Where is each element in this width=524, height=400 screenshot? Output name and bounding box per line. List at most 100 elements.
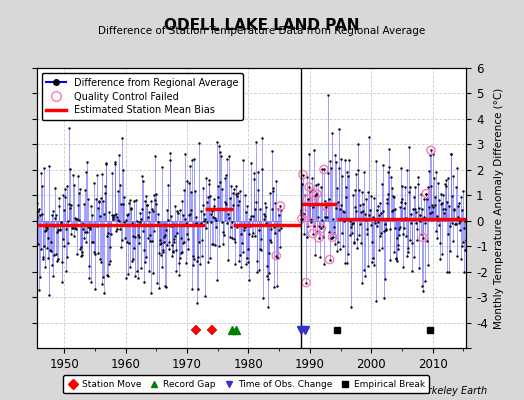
Point bbox=[56, 226, 64, 232]
Point bbox=[149, 270, 158, 276]
Point bbox=[51, 212, 60, 219]
Point bbox=[83, 228, 92, 235]
Point bbox=[315, 222, 323, 229]
Point bbox=[88, 203, 96, 209]
Point bbox=[261, 219, 270, 226]
Point bbox=[251, 233, 259, 239]
Point bbox=[233, 192, 242, 199]
Point bbox=[321, 198, 329, 204]
Point bbox=[77, 244, 85, 251]
Point bbox=[440, 210, 449, 216]
Point bbox=[390, 248, 398, 255]
Point bbox=[82, 238, 91, 245]
Point bbox=[215, 143, 223, 149]
Point bbox=[89, 212, 97, 218]
Point bbox=[145, 267, 153, 274]
Point bbox=[201, 292, 209, 299]
Point bbox=[117, 135, 126, 141]
Point bbox=[195, 238, 204, 245]
Point bbox=[220, 232, 228, 238]
Point bbox=[382, 226, 390, 232]
Point bbox=[241, 192, 249, 198]
Point bbox=[47, 212, 56, 218]
Point bbox=[301, 192, 310, 198]
Point bbox=[62, 268, 71, 274]
Point bbox=[435, 240, 444, 246]
Point bbox=[210, 203, 218, 209]
Point bbox=[143, 202, 151, 208]
Point bbox=[265, 250, 274, 257]
Point bbox=[357, 209, 365, 215]
Point bbox=[447, 151, 455, 158]
Point bbox=[83, 159, 91, 165]
Point bbox=[462, 237, 470, 243]
Point bbox=[347, 304, 355, 310]
Point bbox=[272, 252, 280, 259]
Point bbox=[176, 255, 184, 262]
Point bbox=[407, 211, 415, 217]
Point bbox=[137, 206, 146, 212]
Point bbox=[146, 231, 155, 238]
Point bbox=[275, 212, 283, 218]
Point bbox=[412, 208, 420, 215]
Point bbox=[72, 216, 81, 222]
Point bbox=[224, 215, 233, 221]
Point bbox=[70, 215, 79, 222]
Point bbox=[71, 224, 79, 231]
Point bbox=[36, 274, 45, 280]
Point bbox=[104, 273, 113, 280]
Point bbox=[364, 263, 373, 270]
Point bbox=[156, 236, 164, 243]
Point bbox=[118, 237, 126, 243]
Point bbox=[446, 151, 455, 158]
Point bbox=[225, 153, 233, 160]
Point bbox=[362, 196, 370, 202]
Point bbox=[446, 222, 454, 229]
Point bbox=[231, 239, 239, 245]
Point bbox=[456, 256, 465, 263]
Point bbox=[302, 279, 310, 286]
Point bbox=[54, 227, 62, 233]
Point bbox=[76, 246, 84, 252]
Point bbox=[310, 146, 319, 153]
Point bbox=[105, 209, 113, 215]
Point bbox=[433, 216, 442, 223]
Point bbox=[274, 255, 282, 261]
Point bbox=[424, 261, 432, 268]
Point bbox=[155, 285, 163, 291]
Point bbox=[408, 268, 416, 274]
Point bbox=[79, 226, 88, 232]
Point bbox=[62, 226, 70, 232]
Point bbox=[398, 183, 406, 190]
Point bbox=[250, 170, 258, 176]
Point bbox=[232, 183, 241, 189]
Y-axis label: Monthly Temperature Anomaly Difference (°C): Monthly Temperature Anomaly Difference (… bbox=[494, 87, 504, 329]
Point bbox=[416, 218, 424, 224]
Point bbox=[268, 148, 276, 154]
Point bbox=[416, 212, 424, 219]
Point bbox=[125, 200, 134, 206]
Point bbox=[352, 171, 360, 177]
Point bbox=[340, 209, 348, 216]
Point bbox=[66, 125, 74, 132]
Point bbox=[455, 200, 463, 206]
Point bbox=[399, 264, 407, 270]
Point bbox=[121, 222, 129, 228]
Point bbox=[380, 228, 388, 234]
Point bbox=[110, 212, 118, 218]
Point bbox=[461, 247, 470, 254]
Point bbox=[194, 286, 203, 292]
Point bbox=[117, 200, 125, 207]
Point bbox=[109, 214, 117, 220]
Point bbox=[277, 206, 286, 213]
Point bbox=[89, 180, 97, 186]
Point bbox=[375, 246, 384, 253]
Point bbox=[212, 223, 220, 230]
Point bbox=[90, 249, 98, 255]
Point bbox=[78, 249, 86, 256]
Point bbox=[129, 233, 137, 240]
Point bbox=[353, 235, 362, 242]
Point bbox=[37, 170, 45, 176]
Point bbox=[438, 200, 446, 206]
Point bbox=[223, 220, 231, 226]
